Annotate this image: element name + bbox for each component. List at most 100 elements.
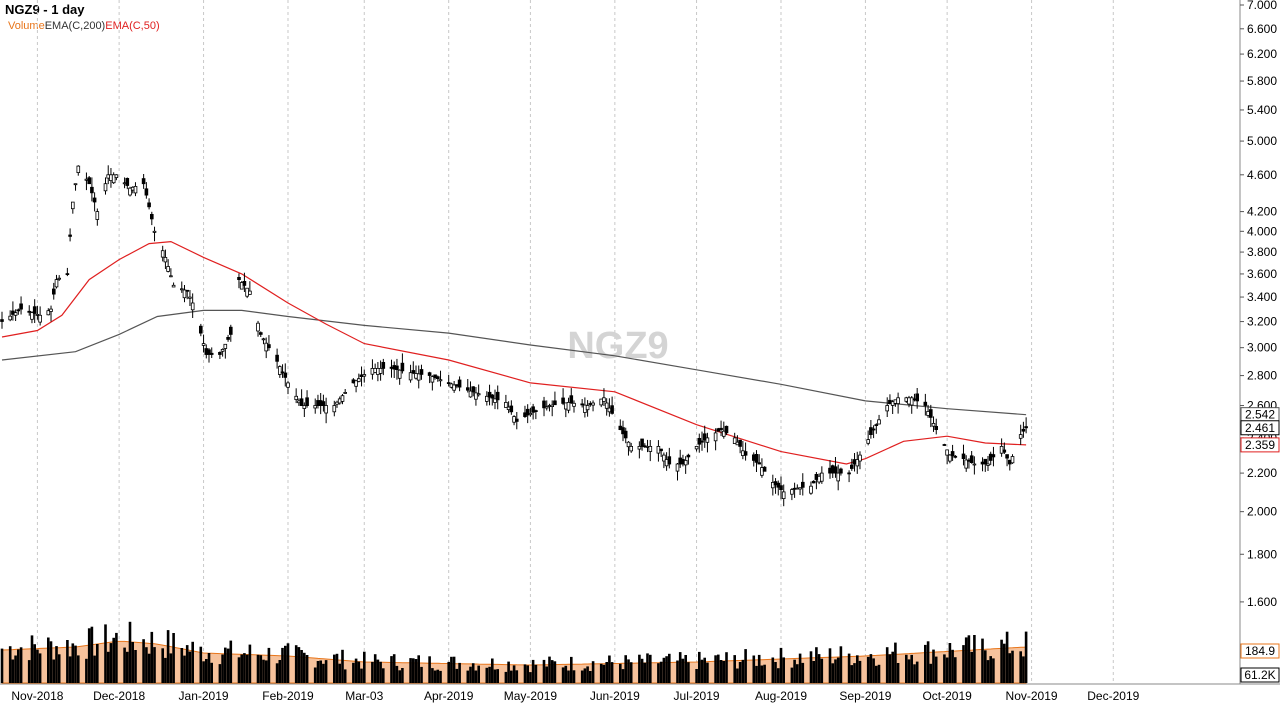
volume-bar	[657, 663, 660, 683]
candle-body	[858, 454, 862, 462]
candle-body	[400, 362, 405, 372]
volume-bar	[801, 662, 805, 683]
volume-bar	[815, 647, 818, 683]
candle-body	[972, 463, 977, 466]
volume-bar	[567, 670, 570, 683]
volume-bar	[17, 649, 20, 683]
candle-body	[465, 387, 470, 391]
volume-bar	[703, 657, 706, 683]
candle-body	[839, 468, 843, 474]
volume-last-label: 61.2K	[1244, 668, 1275, 682]
volume-bar	[932, 649, 935, 683]
candle-body	[504, 401, 508, 408]
candle-body	[190, 302, 195, 311]
volume-bar	[354, 658, 358, 683]
volume-bar	[717, 654, 720, 683]
volume-bar	[205, 659, 208, 683]
candle-body	[515, 418, 519, 422]
volume-bar	[706, 662, 709, 683]
ema50-value-label: 2.359	[1245, 438, 1275, 452]
candle-body	[757, 462, 761, 465]
volume-bar	[112, 637, 115, 683]
volume-bar	[820, 658, 824, 683]
candle-body	[988, 453, 993, 461]
candle-body	[395, 365, 399, 370]
volume-bar	[608, 655, 611, 683]
candle-body	[623, 430, 628, 439]
candle-body	[13, 312, 18, 316]
volume-bar	[986, 660, 990, 683]
volume-bar	[363, 651, 366, 683]
candle-body	[945, 449, 949, 456]
candle-body	[626, 441, 631, 448]
y-tick-label: 4.000	[1247, 224, 1277, 238]
y-tick-label: 6.200	[1247, 47, 1277, 61]
volume-bar	[981, 638, 984, 683]
candle-body	[411, 370, 416, 374]
candle-body	[847, 472, 851, 475]
candle-body	[809, 485, 813, 494]
candle-body	[667, 456, 672, 465]
x-tick-label: Jun-2019	[590, 689, 640, 703]
volume-bar	[877, 664, 881, 683]
volume-bar	[771, 657, 775, 683]
candle-body	[931, 422, 936, 427]
candle-body	[986, 463, 990, 466]
candle-body	[675, 463, 680, 472]
volume-bar	[14, 655, 17, 683]
volume-bar	[199, 646, 203, 683]
candle-body	[738, 439, 742, 447]
candle-body	[852, 459, 857, 465]
volume-bar	[390, 656, 393, 683]
candle-body	[566, 401, 571, 411]
volume-bar	[586, 666, 589, 683]
volume-bar	[526, 665, 529, 683]
volume-bar	[115, 632, 118, 683]
volume-bar	[164, 657, 167, 683]
candle-body	[198, 325, 203, 334]
y-tick-label: 3.400	[1247, 290, 1277, 304]
x-tick-label: Dec-2018	[93, 689, 145, 703]
volume-bar	[847, 653, 851, 683]
candle-body	[961, 453, 966, 459]
candle-body	[493, 398, 497, 403]
volume-bar	[915, 661, 919, 683]
volume-bar	[760, 665, 764, 683]
candle-body	[84, 178, 89, 181]
volume-bar	[796, 664, 799, 683]
volume-bar	[548, 656, 551, 683]
candle-body	[408, 372, 413, 381]
volume-bar	[300, 650, 303, 683]
volume-bar	[316, 661, 320, 683]
y-tick-label: 1.600	[1247, 595, 1277, 609]
volume-bar	[297, 647, 301, 683]
candle-body	[923, 401, 928, 406]
volume-bar	[967, 635, 971, 683]
candle-body	[929, 409, 933, 418]
volume-bar	[638, 654, 641, 683]
volume-bar	[90, 626, 94, 683]
candle-body	[588, 403, 593, 405]
candle-body	[90, 186, 94, 194]
volume-bar	[96, 644, 99, 683]
candle-body	[561, 397, 565, 404]
candle-body	[171, 284, 176, 288]
candle-body	[591, 402, 595, 406]
volume-bar	[646, 653, 649, 683]
volume-bar	[55, 646, 58, 683]
volume-bar	[371, 661, 374, 683]
volume-bar	[420, 666, 423, 683]
volume-bar	[834, 659, 837, 683]
candle-body	[30, 312, 34, 320]
candle-body	[76, 165, 81, 174]
candle-body	[629, 445, 633, 452]
candle-body	[909, 397, 914, 406]
volume-bar	[782, 657, 785, 683]
volume-bar	[447, 661, 450, 683]
candle-body	[683, 459, 688, 466]
candle-body	[871, 428, 876, 431]
volume-bar	[869, 654, 873, 683]
candle-body	[362, 374, 367, 377]
candle-body	[1021, 428, 1026, 432]
